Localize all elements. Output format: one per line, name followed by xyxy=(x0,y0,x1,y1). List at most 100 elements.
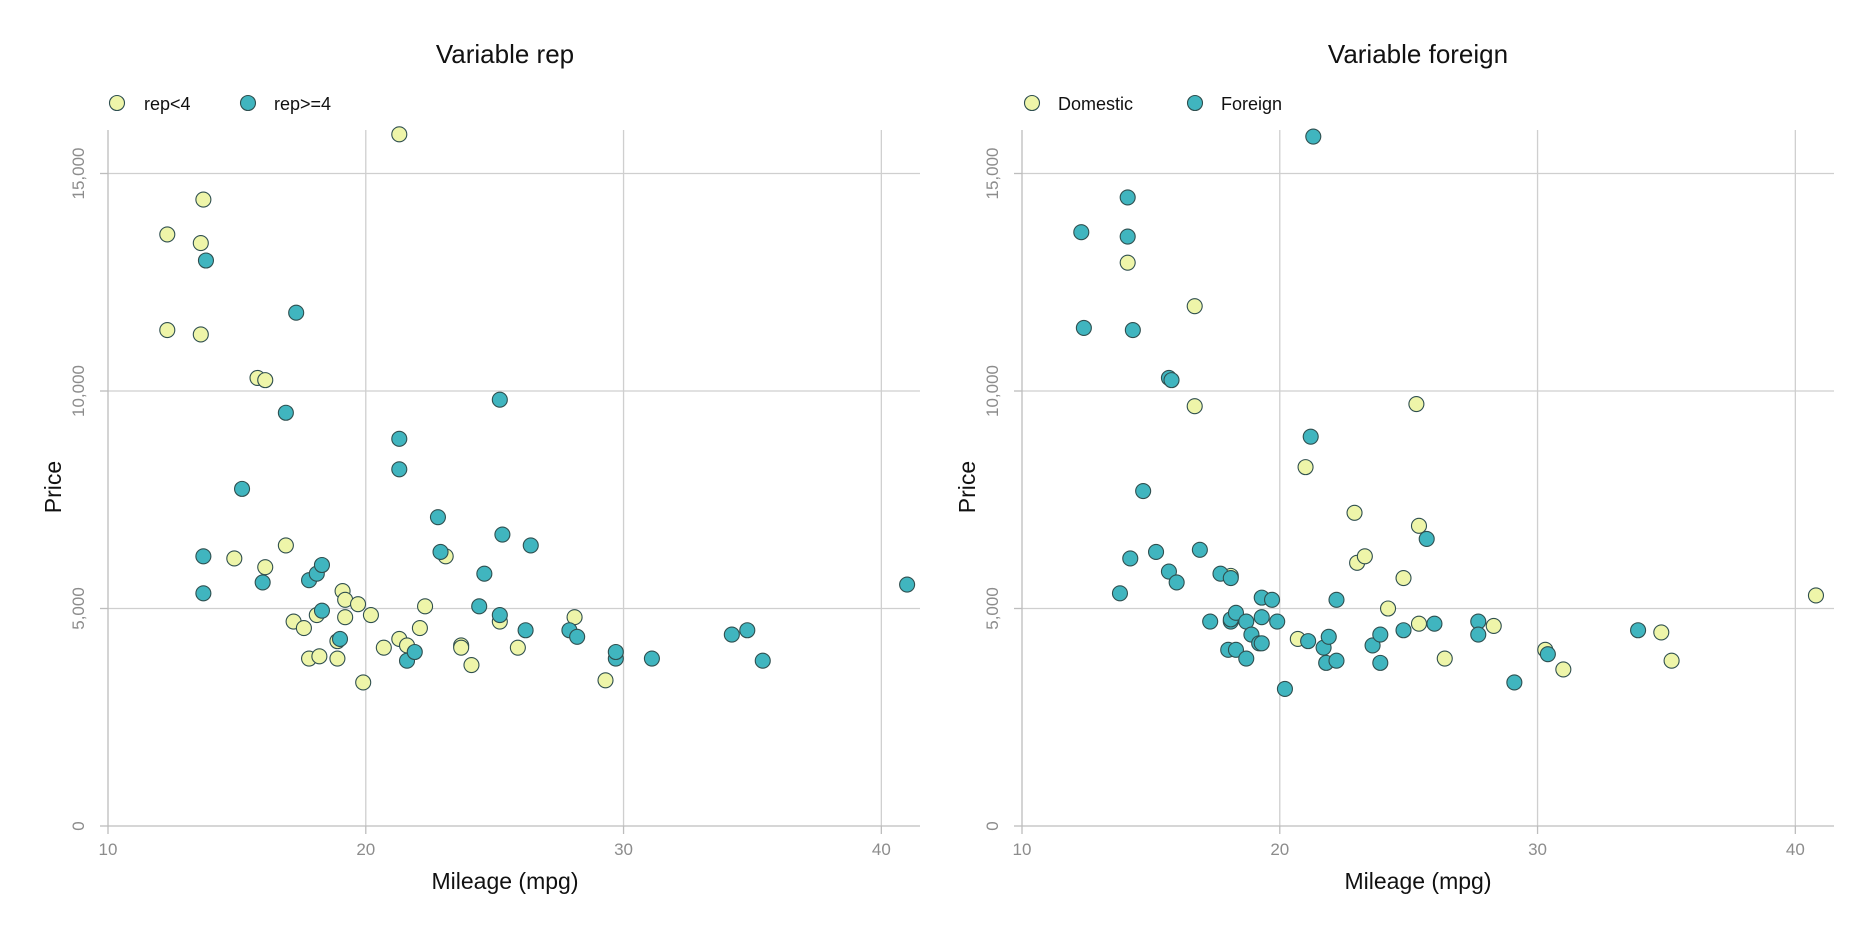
legend-label-domestic: Domestic xyxy=(1058,94,1133,114)
data-point xyxy=(1372,654,1389,671)
data-point xyxy=(1075,319,1092,336)
data-point xyxy=(453,639,470,656)
x-tick-label: 20 xyxy=(1270,840,1289,859)
y-tick-label: 0 xyxy=(983,821,1002,830)
data-point xyxy=(1426,615,1443,632)
data-point xyxy=(432,543,449,561)
data-point xyxy=(1410,615,1428,632)
legend-label-rep-lt-4: rep<4 xyxy=(144,94,191,114)
data-point xyxy=(1297,459,1314,476)
data-point xyxy=(257,559,274,576)
data-point xyxy=(1238,650,1255,667)
data-point xyxy=(349,596,367,613)
data-point xyxy=(1119,228,1136,245)
data-point xyxy=(1160,563,1177,580)
data-point xyxy=(159,322,176,339)
data-point xyxy=(1263,591,1281,608)
data-point xyxy=(417,598,434,615)
axes xyxy=(100,130,920,834)
x-axis-title: Mileage (mpg) xyxy=(432,868,579,894)
data-point xyxy=(1168,574,1185,591)
legend-marker-domestic xyxy=(1023,94,1041,112)
legend-marker-rep-ge-4 xyxy=(239,94,257,112)
data-point xyxy=(197,252,215,269)
data-point xyxy=(1663,652,1680,669)
chart-title: Variable foreign xyxy=(1328,39,1508,69)
data-point xyxy=(1408,395,1425,413)
y-tick-label: 15,000 xyxy=(69,148,88,200)
x-tick-label: 40 xyxy=(872,840,891,859)
data-point xyxy=(362,606,379,624)
data-point xyxy=(1119,189,1136,206)
data-point xyxy=(1539,646,1556,663)
data-point xyxy=(476,565,493,582)
data-point xyxy=(1111,585,1129,602)
data-point xyxy=(569,628,586,645)
y-tick-label: 10,000 xyxy=(69,365,88,417)
y-axis-title: Price xyxy=(954,461,980,513)
legend: Domestic Foreign xyxy=(1023,94,1282,114)
data-point xyxy=(723,626,740,643)
data-point xyxy=(597,672,614,689)
tick-labels: 0 5,000 10,000 15,000 10 20 30 40 xyxy=(69,148,891,860)
chart-panel-foreign: Variable foreign Mileage (mpg) Price Dom… xyxy=(954,39,1834,894)
data-point xyxy=(471,598,488,615)
data-point xyxy=(192,326,209,343)
data-point xyxy=(1379,600,1397,617)
grid xyxy=(1022,130,1834,826)
y-tick-label: 5,000 xyxy=(983,587,1002,630)
x-tick-label: 10 xyxy=(1013,840,1032,859)
data-point xyxy=(391,126,408,143)
data-point xyxy=(1470,626,1487,643)
x-tick-label: 20 xyxy=(356,840,375,859)
data-point xyxy=(1202,613,1219,630)
data-point xyxy=(754,652,771,669)
data-point xyxy=(1485,617,1502,634)
data-point xyxy=(355,674,372,691)
data-point xyxy=(254,574,271,591)
data-point xyxy=(1364,637,1381,654)
data-point xyxy=(313,556,331,574)
data-point xyxy=(1253,635,1270,652)
data-point xyxy=(1124,322,1141,339)
data-point xyxy=(1073,224,1090,241)
data-point xyxy=(1253,609,1270,626)
data-point xyxy=(277,404,294,421)
data-point xyxy=(391,430,408,447)
data-point xyxy=(411,620,428,637)
data-point xyxy=(1269,613,1286,630)
y-tick-label: 5,000 xyxy=(69,587,88,630)
data-point xyxy=(494,526,511,543)
data-point xyxy=(295,620,312,637)
data-point xyxy=(1305,128,1322,145)
chart-title: Variable rep xyxy=(436,39,574,69)
data-point xyxy=(1346,504,1363,521)
data-point xyxy=(1395,569,1412,587)
data-point xyxy=(1506,674,1523,691)
data-points xyxy=(159,126,916,691)
data-point xyxy=(1302,428,1319,445)
tick-labels: 0 5,000 10,000 15,000 10 20 30 40 xyxy=(983,148,1805,860)
chart-panel-rep: Variable rep Mileage (mpg) Price rep<4 r… xyxy=(40,39,920,894)
data-point xyxy=(1320,628,1337,645)
data-point xyxy=(1191,541,1208,558)
data-point xyxy=(1356,548,1373,565)
data-point xyxy=(1222,569,1239,587)
data-point xyxy=(1410,517,1428,534)
data-point xyxy=(491,391,508,408)
x-tick-label: 40 xyxy=(1786,840,1805,859)
data-point xyxy=(1418,530,1435,547)
x-tick-label: 30 xyxy=(1528,840,1547,859)
y-tick-label: 15,000 xyxy=(983,148,1002,200)
data-point xyxy=(192,235,209,252)
legend: rep<4 rep>=4 xyxy=(108,94,331,114)
data-point xyxy=(522,537,539,554)
data-point xyxy=(607,643,624,661)
data-point xyxy=(739,622,756,639)
y-axis-title: Price xyxy=(40,461,66,513)
data-point xyxy=(1122,550,1139,567)
y-tick-label: 10,000 xyxy=(983,365,1002,417)
data-point xyxy=(429,509,447,526)
x-axis-title: Mileage (mpg) xyxy=(1345,868,1492,894)
data-point xyxy=(899,576,916,593)
